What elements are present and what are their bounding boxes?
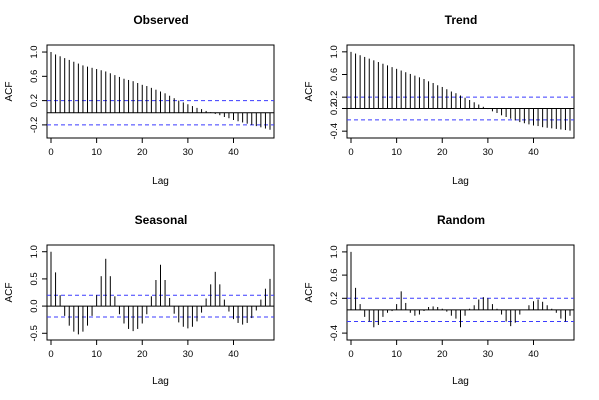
- y-tick-label: 1.0: [329, 245, 340, 258]
- x-axis-label: Lag: [452, 176, 469, 187]
- y-tick-label: 1.0: [329, 45, 340, 58]
- y-tick-label: 0.0: [29, 299, 40, 312]
- plot-frame: [346, 244, 575, 341]
- seasonal-panel: Seasonal 0 10 20 30 40 -0.5 0.0 0.5 1.0 Lag ACF: [4, 213, 275, 387]
- x-axis-label: Lag: [152, 176, 169, 187]
- x-tick-label: 30: [483, 349, 494, 360]
- y-tick-label: 0.2: [329, 292, 340, 305]
- y-tick-label: 1.0: [29, 45, 40, 58]
- plot-frame: [346, 44, 575, 139]
- x-tick-label: 20: [137, 147, 148, 158]
- panel-title: Observed: [133, 13, 188, 27]
- panel-title: Seasonal: [135, 213, 188, 227]
- x-tick-label: 10: [391, 349, 402, 360]
- x-tick-label: 40: [228, 349, 239, 360]
- y-tick-label: 0.6: [29, 70, 40, 83]
- x-tick-label: 30: [483, 147, 494, 158]
- x-tick-label: 40: [528, 147, 539, 158]
- plot-frame: [46, 244, 275, 341]
- x-tick-label: 10: [91, 349, 102, 360]
- y-tick-label: -0.2: [29, 117, 40, 133]
- y-tick-label: -0.4: [329, 325, 340, 341]
- y-tick-label: 0.6: [329, 268, 340, 281]
- x-tick-label: 20: [437, 349, 448, 360]
- y-axis-label: ACF: [304, 82, 315, 102]
- panel-title: Random: [437, 213, 485, 227]
- x-axis-label: Lag: [452, 376, 469, 387]
- x-tick-label: 30: [183, 349, 194, 360]
- x-tick-label: 30: [183, 147, 194, 158]
- y-tick-label: 0.2: [329, 91, 340, 104]
- x-tick-label: 0: [48, 147, 53, 158]
- y-axis-label: ACF: [4, 283, 15, 303]
- y-tick-label: 0.5: [29, 272, 40, 285]
- trend-panel: Trend 0 10 20 30 40 -0.4 0.20.2 0.6 1.0 Lag ACF: [304, 13, 575, 187]
- x-tick-label: 0: [348, 147, 353, 158]
- random-panel: Random 0 10 20 30 40 -0.4 0.2 0.6 1.0 Lag ACF: [304, 213, 575, 387]
- observed-panel: Observed 0 10 20 30 40 -0.2 0.2 0.6 1.0 Lag ACF: [4, 13, 275, 187]
- x-tick-label: 10: [391, 147, 402, 158]
- y-tick-label: 1.0: [29, 245, 40, 258]
- y-tick-label: -0.5: [29, 325, 40, 341]
- y-tick-label: 0.6: [329, 68, 340, 81]
- y-tick-label: 0.2: [329, 102, 340, 115]
- x-tick-label: 20: [437, 147, 448, 158]
- y-tick-label: -0.4: [329, 123, 340, 139]
- y-tick-label: 0.2: [29, 94, 40, 107]
- y-axis-label: ACF: [4, 82, 15, 102]
- plot-frame: [46, 44, 275, 139]
- panel-title: Trend: [445, 13, 478, 27]
- y-axis-label: ACF: [304, 283, 315, 303]
- x-tick-label: 0: [348, 349, 353, 360]
- x-tick-label: 10: [91, 147, 102, 158]
- x-axis-label: Lag: [152, 376, 169, 387]
- x-tick-label: 40: [528, 349, 539, 360]
- x-tick-label: 0: [48, 349, 53, 360]
- x-tick-label: 20: [137, 349, 148, 360]
- x-tick-label: 40: [228, 147, 239, 158]
